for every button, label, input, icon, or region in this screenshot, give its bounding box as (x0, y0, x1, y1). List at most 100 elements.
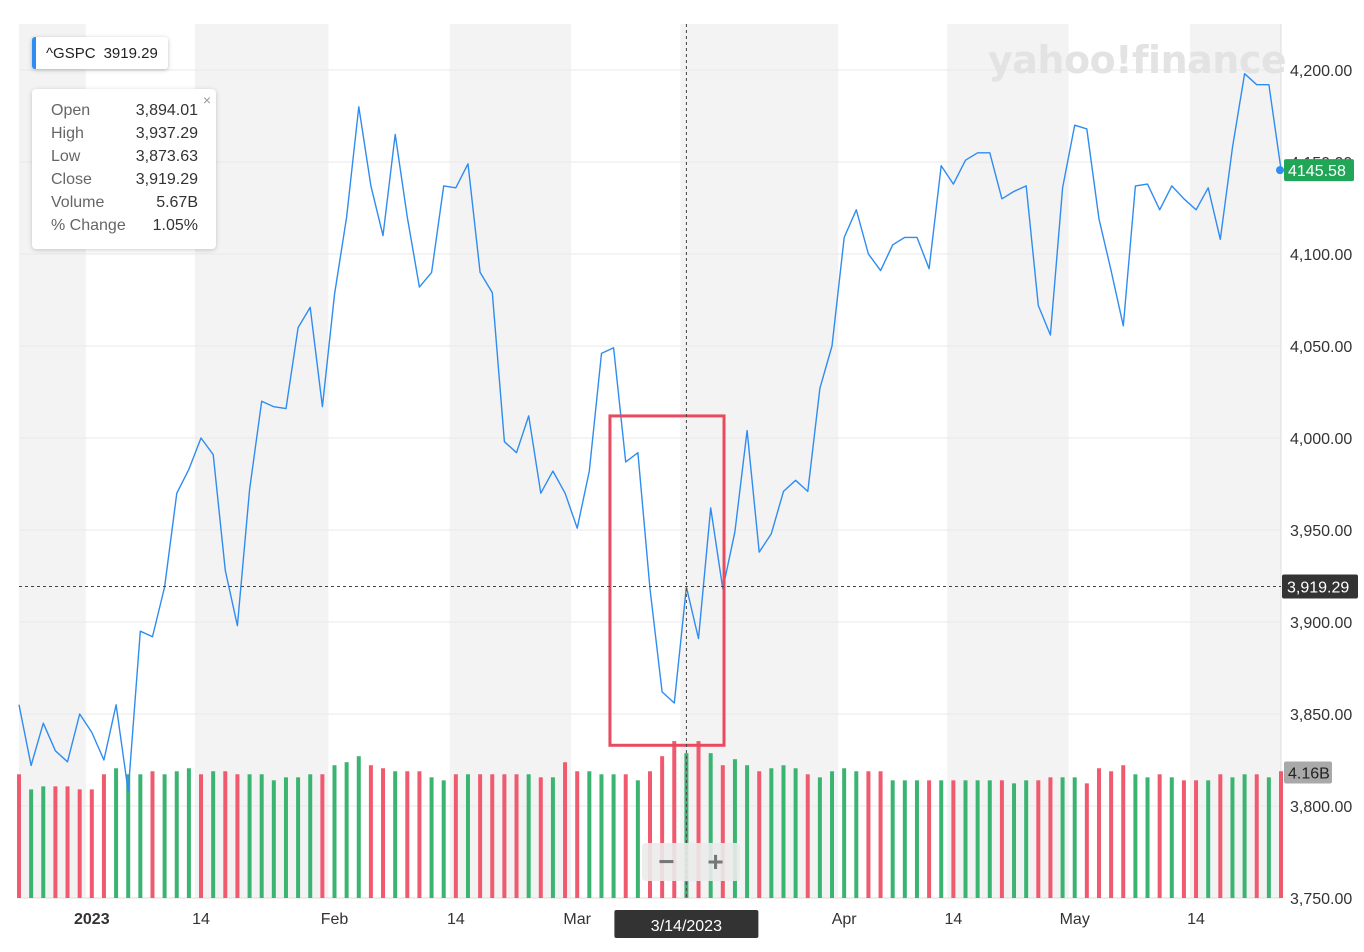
volume-bar (1072, 777, 1077, 898)
x-tick-label: 14 (192, 911, 210, 928)
last-price-label-bg (1284, 159, 1354, 182)
volume-bar (1133, 774, 1138, 898)
highlight-box (608, 414, 726, 747)
volume-bar (1060, 777, 1065, 898)
ticker-badge[interactable]: ^GSPC 3919.29 (32, 37, 168, 69)
y-tick-label: 4,050.00 (1290, 339, 1352, 356)
series-color-marker (32, 37, 36, 69)
tooltip-value: 3,937.29 (135, 125, 198, 142)
volume-bar (405, 771, 410, 898)
volume-bar (89, 789, 94, 898)
volume-bar (769, 768, 774, 898)
volume-bar (745, 765, 750, 898)
volume-bar (684, 753, 689, 898)
volume-bar (975, 780, 980, 898)
volume-bar (296, 777, 301, 898)
tooltip-row-high: High 3,937.29 (51, 125, 198, 147)
volume-bar (17, 774, 21, 898)
volume-bar (65, 786, 70, 898)
volume-bar (1169, 777, 1174, 898)
volume-bar (41, 786, 46, 898)
tooltip-value: 5.67B (156, 194, 198, 211)
last-price-label: 4145.58 (1288, 163, 1346, 180)
tooltip-label: Low (51, 148, 81, 165)
volume-bar (817, 777, 822, 898)
period-band (680, 24, 839, 898)
volume-bar (1279, 771, 1283, 898)
volume-bar (708, 753, 713, 898)
volume-bar (1266, 777, 1271, 898)
volume-bar (320, 774, 325, 898)
tooltip-row-low: Low 3,873.63 (51, 148, 198, 170)
price-line (18, 72, 1282, 792)
tooltip-label: Close (51, 171, 92, 188)
tooltip-value: 3,894.01 (135, 102, 198, 119)
volume-bar (927, 780, 932, 898)
volume-bar (550, 777, 555, 898)
ticker-value: 3919.29 (103, 44, 158, 62)
volume-bar (308, 774, 313, 898)
crosshair-price-label: 3,919.29 (1287, 580, 1349, 597)
volume-bar (902, 780, 907, 898)
tooltip-value: 1.05% (152, 217, 198, 234)
volume-bar (854, 771, 859, 898)
y-tick-label: 3,850.00 (1290, 707, 1352, 724)
volume-bar (77, 789, 82, 898)
volume-label-bg (1284, 761, 1332, 784)
x-tick-label: 14 (1187, 911, 1205, 928)
volume-bar (393, 771, 398, 898)
volume-bar (648, 771, 652, 898)
volume-label: 4.16B (1288, 765, 1330, 782)
tooltip-row-change: % Change 1.05% (51, 217, 198, 239)
volume-bar (1048, 777, 1053, 898)
volume-bar (599, 774, 604, 898)
volume-bar (1121, 765, 1126, 898)
volume-bar (514, 774, 519, 898)
volume-bar (660, 756, 665, 898)
y-tick-label: 3,750.00 (1290, 891, 1352, 908)
volume-bar (672, 741, 677, 898)
volume-bar (381, 768, 386, 898)
y-tick-label: 4,000.00 (1290, 431, 1352, 448)
volume-bar (830, 771, 835, 898)
volume-bar (259, 774, 264, 898)
x-tick-label: 14 (447, 911, 465, 928)
period-band (194, 24, 329, 898)
zoom-in-button[interactable]: + (707, 846, 724, 877)
tooltip-value: 3,873.63 (135, 148, 198, 165)
volume-bar (587, 771, 592, 898)
volume-bar (1254, 774, 1259, 898)
volume-bar (890, 780, 895, 898)
volume-bar (162, 774, 167, 898)
y-tick-label: 3,900.00 (1290, 615, 1352, 632)
volume-bar (150, 771, 155, 898)
x-tick-label: 14 (944, 911, 962, 928)
y-tick-label: 4,200.00 (1290, 63, 1352, 80)
volume-bar (441, 780, 446, 898)
volume-bar (866, 771, 871, 898)
ohlc-tooltip: × Open 3,894.01 High 3,937.29 Low 3,873.63 … (32, 89, 216, 249)
volume-bar (1194, 780, 1199, 898)
volume-bar (720, 765, 725, 898)
close-icon[interactable]: × (202, 92, 211, 108)
volume-bar (344, 762, 349, 898)
volume-bar (1036, 780, 1041, 898)
volume-bar (356, 756, 361, 898)
volume-bar (368, 765, 373, 898)
volume-bar (842, 768, 847, 898)
volume-bar (199, 774, 204, 898)
volume-bar (963, 780, 968, 898)
volume-bar (101, 774, 106, 898)
volume-bar (1084, 783, 1089, 898)
volume-bar (1181, 780, 1186, 898)
tooltip-label: Open (51, 102, 91, 119)
y-tick-label: 3,800.00 (1290, 799, 1352, 816)
volume-bar (1096, 768, 1101, 898)
volume-bar (1230, 777, 1235, 898)
volume-bar (538, 777, 543, 898)
zoom-out-button[interactable]: − (658, 846, 675, 877)
volume-bar (1242, 774, 1247, 898)
tooltip-label: % Change (51, 217, 126, 234)
